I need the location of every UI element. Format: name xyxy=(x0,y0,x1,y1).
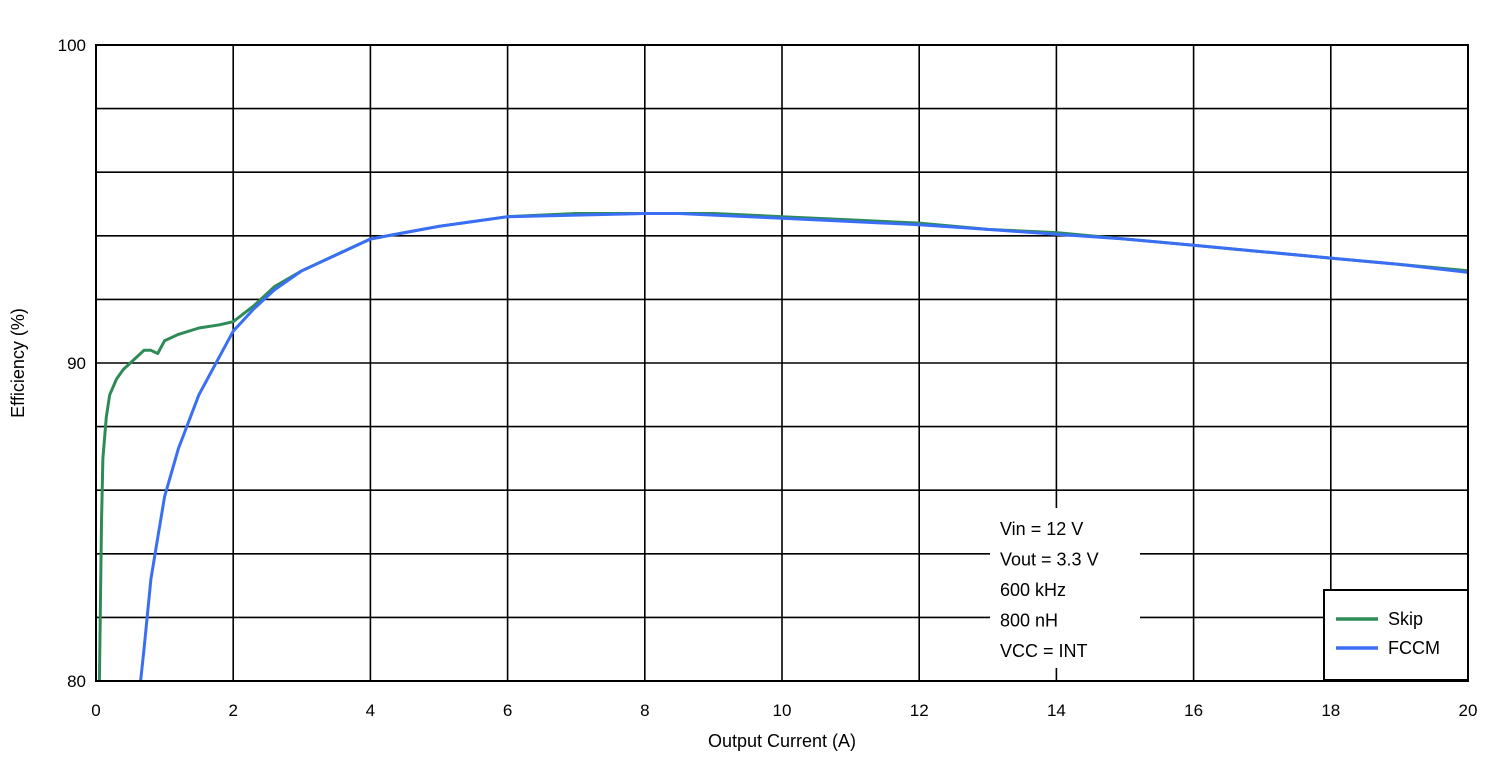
legend: Skip FCCM xyxy=(1323,589,1469,681)
x-tick-label: 10 xyxy=(773,701,792,720)
grid-lines xyxy=(95,44,1469,682)
x-tick-label: 8 xyxy=(640,701,649,720)
y-tick-label: 100 xyxy=(58,36,86,55)
legend-box xyxy=(1323,589,1469,681)
annotation-line: Vin = 12 V xyxy=(1000,519,1083,539)
legend-label-skip: Skip xyxy=(1388,609,1423,629)
x-tick-label: 6 xyxy=(503,701,512,720)
x-tick-label: 0 xyxy=(91,701,100,720)
annotation-line: VCC = INT xyxy=(1000,641,1088,661)
y-tick-label: 80 xyxy=(67,672,86,691)
x-tick-label: 4 xyxy=(366,701,375,720)
x-tick-label: 12 xyxy=(910,701,929,720)
x-axis-label: Output Current (A) xyxy=(708,731,856,751)
series-line-skip xyxy=(97,212,1469,682)
series-layer xyxy=(97,212,1469,682)
x-tick-label: 2 xyxy=(228,701,237,720)
y-tick-labels: 80 90 100 xyxy=(58,36,86,691)
legend-label-fccm: FCCM xyxy=(1388,638,1440,658)
x-tick-label: 16 xyxy=(1184,701,1203,720)
y-tick-label: 90 xyxy=(67,354,86,373)
series-line-fccm xyxy=(139,212,1469,682)
annotation-background xyxy=(990,508,1140,668)
x-tick-label: 14 xyxy=(1047,701,1066,720)
annotation-line: Vout = 3.3 V xyxy=(1000,550,1099,570)
x-tick-label: 18 xyxy=(1321,701,1340,720)
conditions-annotation: Vin = 12 V Vout = 3.3 V 600 kHz 800 nH VCC =… xyxy=(990,508,1140,668)
annotation-line: 800 nH xyxy=(1000,611,1058,631)
plot-frame xyxy=(95,44,1469,682)
annotation-line: 600 kHz xyxy=(1000,580,1066,600)
x-tick-label: 20 xyxy=(1459,701,1478,720)
x-tick-labels: 0 2 4 6 8 10 12 14 16 18 20 xyxy=(91,701,1477,720)
y-axis-label: Efficiency (%) xyxy=(8,308,28,418)
